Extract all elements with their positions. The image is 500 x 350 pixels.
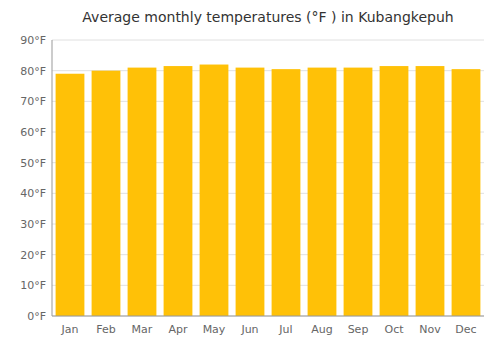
- x-tick-label: Jun: [240, 323, 258, 336]
- bar: [344, 68, 373, 316]
- x-tick-label: Apr: [168, 323, 188, 336]
- y-tick-label: 10°F: [20, 279, 46, 292]
- title: Average monthly temperatures (°F ) in Ku…: [82, 9, 453, 25]
- y-tick-label: 40°F: [20, 187, 46, 200]
- bar: [200, 65, 229, 316]
- x-tick-label: Mar: [132, 323, 153, 336]
- x-tick-label: May: [203, 323, 226, 336]
- y-axis-line: [52, 40, 53, 316]
- bar: [416, 66, 445, 316]
- grid-line: [52, 316, 484, 317]
- x-tick-label: Dec: [455, 323, 476, 336]
- y-tick-label: 80°F: [20, 65, 46, 78]
- y-tick-label: 30°F: [20, 218, 46, 231]
- bar: [128, 68, 157, 316]
- y-tick-label: 20°F: [20, 249, 46, 262]
- bar: [452, 69, 481, 316]
- x-axis: Jan Feb Mar Apr May Jun Jul Aug Sep Oct Nov Dec: [61, 323, 477, 336]
- x-tick-label: Jul: [278, 323, 292, 336]
- chart-svg: Average monthly temperatures (°F ) in Ku…: [0, 0, 500, 350]
- y-tick-label: 50°F: [20, 157, 46, 170]
- bar: [272, 69, 301, 316]
- bar: [92, 71, 121, 316]
- bar: [380, 66, 409, 316]
- bar: [56, 74, 85, 316]
- x-tick-label: Jan: [61, 323, 79, 336]
- x-tick-label: Nov: [419, 323, 441, 336]
- y-tick-label: 70°F: [20, 95, 46, 108]
- chart-container: Average monthly temperatures (°F ) in Ku…: [0, 0, 500, 350]
- x-tick-label: Aug: [311, 323, 332, 336]
- y-axis: 0°F 10°F 20°F 30°F 40°F 50°F 60°F 70°F 80°F 90°F: [20, 34, 484, 323]
- x-tick-label: Sep: [348, 323, 369, 336]
- bar: [164, 66, 193, 316]
- bars: [56, 65, 481, 316]
- bar: [236, 68, 265, 316]
- x-tick-label: Feb: [96, 323, 115, 336]
- bar: [308, 68, 337, 316]
- x-tick-label: Oct: [384, 323, 404, 336]
- grid-line: [52, 40, 484, 41]
- y-tick-label: 90°F: [20, 34, 46, 47]
- y-tick-label: 0°F: [27, 310, 46, 323]
- y-tick-label: 60°F: [20, 126, 46, 139]
- x-axis-line: [52, 316, 484, 317]
